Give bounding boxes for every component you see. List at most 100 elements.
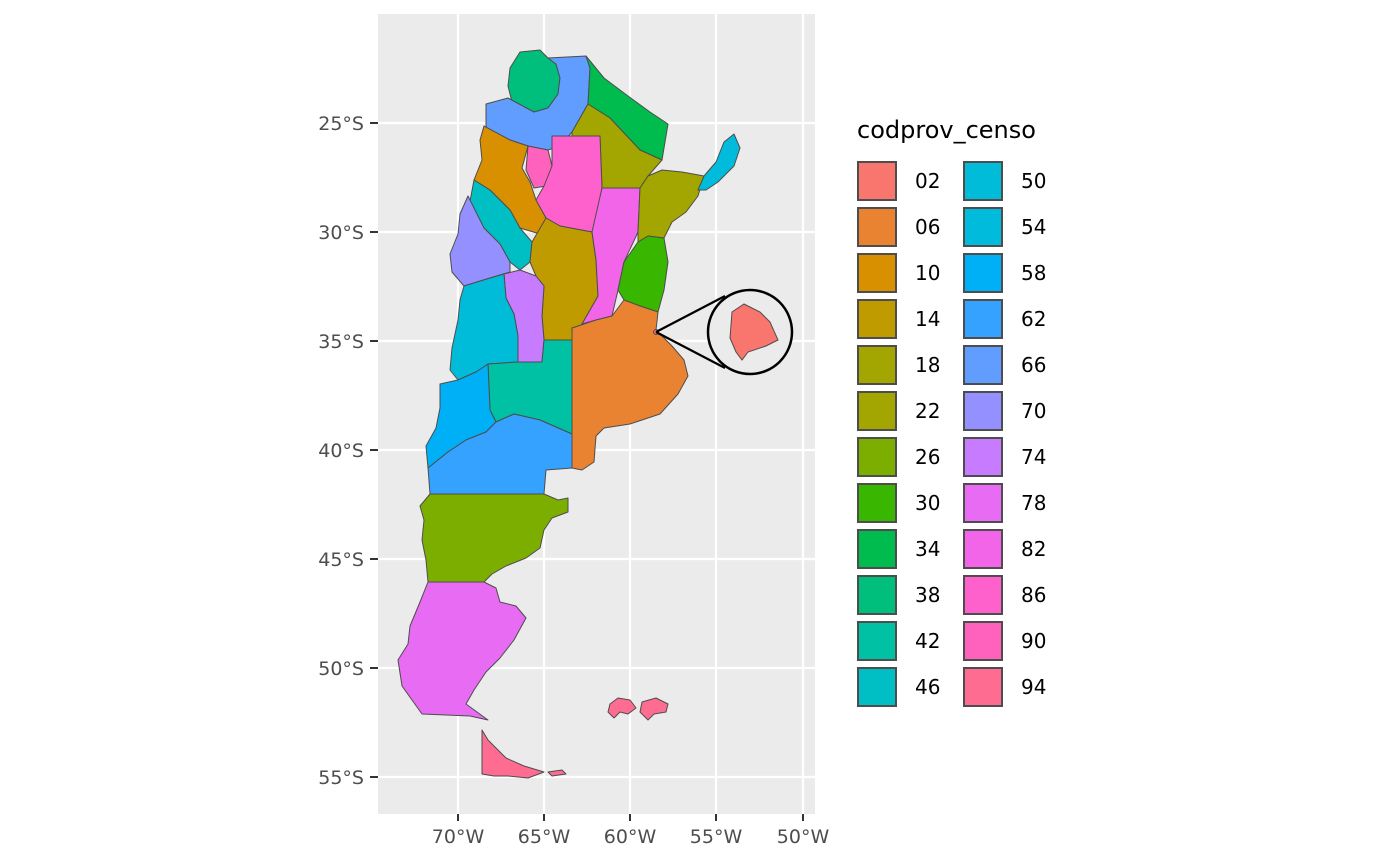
legend-item: 46: [857, 664, 949, 710]
province-06: [571, 299, 689, 471]
legend-label: 02: [915, 169, 941, 193]
province-94-islet: [547, 769, 567, 777]
legend-label: 14: [915, 307, 941, 331]
legend-label: 22: [915, 399, 941, 423]
legend-swatch: [857, 483, 897, 523]
province-78: [397, 581, 527, 721]
legend-swatch: [857, 575, 897, 615]
legend-item: 90: [963, 618, 1055, 664]
province-94: [481, 729, 545, 779]
axis-ticks: [370, 122, 804, 821]
legend-swatch: [963, 391, 1003, 431]
legend-item: 14: [857, 296, 949, 342]
y-tick-label: 45°S: [318, 549, 364, 571]
legend: codprov_censo 02 06 10 14 18 22 26 30 34…: [857, 116, 1055, 710]
legend-label: 38: [915, 583, 941, 607]
legend-swatch: [963, 161, 1003, 201]
legend-swatch: [857, 529, 897, 569]
legend-item: 94: [963, 664, 1055, 710]
province-94-malvinas-east: [639, 697, 669, 721]
legend-item: 58: [963, 250, 1055, 296]
legend-swatch: [963, 253, 1003, 293]
legend-item: 82: [963, 526, 1055, 572]
province-26: [419, 493, 569, 583]
y-tick-label: 30°S: [318, 222, 364, 244]
legend-column-1: 02 06 10 14 18 22 26 30 34 38 42 46: [857, 158, 949, 710]
legend-item: 06: [857, 204, 949, 250]
legend-swatch: [963, 621, 1003, 661]
legend-swatch: [857, 345, 897, 385]
province-18: [637, 169, 705, 243]
legend-item: 30: [857, 480, 949, 526]
province-02-zoomed: [729, 303, 779, 361]
legend-item: 02: [857, 158, 949, 204]
legend-swatch: [857, 621, 897, 661]
legend-column-2: 50 54 58 62 66 70 74 78 82 86 90 94: [963, 158, 1055, 710]
legend-label: 54: [1021, 215, 1047, 239]
legend-label: 78: [1021, 491, 1047, 515]
legend-title: codprov_censo: [857, 116, 1036, 144]
legend-item: 22: [857, 388, 949, 434]
legend-swatch: [963, 667, 1003, 707]
legend-label: 18: [915, 353, 941, 377]
y-tick-label: 50°S: [318, 658, 364, 680]
legend-label: 42: [915, 629, 941, 653]
legend-label: 70: [1021, 399, 1047, 423]
legend-item: 62: [963, 296, 1055, 342]
legend-item: 70: [963, 388, 1055, 434]
legend-swatch: [857, 667, 897, 707]
legend-item: 66: [963, 342, 1055, 388]
legend-swatch: [963, 575, 1003, 615]
legend-item: 74: [963, 434, 1055, 480]
legend-item: 26: [857, 434, 949, 480]
y-tick-label: 55°S: [318, 767, 364, 789]
legend-item: 18: [857, 342, 949, 388]
x-tick-label: 50°W: [777, 826, 830, 848]
legend-swatch: [963, 345, 1003, 385]
y-tick-label: 35°S: [318, 331, 364, 353]
legend-item: 10: [857, 250, 949, 296]
legend-label: 82: [1021, 537, 1047, 561]
y-axis-labels: 25°S 30°S 35°S 40°S 45°S 50°S 55°S: [318, 113, 364, 789]
x-tick-label: 60°W: [604, 826, 657, 848]
legend-label: 90: [1021, 629, 1047, 653]
legend-swatch: [963, 207, 1003, 247]
y-tick-label: 40°S: [318, 440, 364, 462]
legend-swatch: [963, 483, 1003, 523]
legend-label: 74: [1021, 445, 1047, 469]
legend-item: 38: [857, 572, 949, 618]
legend-swatch: [857, 253, 897, 293]
legend-label: 26: [915, 445, 941, 469]
zoom-callout: [655, 288, 794, 376]
legend-swatch: [857, 299, 897, 339]
legend-swatch: [857, 437, 897, 477]
province-54: [697, 133, 741, 191]
legend-label: 50: [1021, 169, 1047, 193]
x-tick-label: 65°W: [518, 826, 571, 848]
legend-item: 86: [963, 572, 1055, 618]
legend-label: 86: [1021, 583, 1047, 607]
legend-label: 62: [1021, 307, 1047, 331]
legend-label: 10: [915, 261, 941, 285]
legend-item: 42: [857, 618, 949, 664]
legend-label: 30: [915, 491, 941, 515]
legend-swatch: [963, 529, 1003, 569]
y-tick-label: 25°S: [318, 113, 364, 135]
legend-label: 46: [915, 675, 941, 699]
legend-item: 34: [857, 526, 949, 572]
legend-swatch: [963, 299, 1003, 339]
legend-label: 58: [1021, 261, 1047, 285]
legend-item: 50: [963, 158, 1055, 204]
legend-label: 34: [915, 537, 941, 561]
x-axis-labels: 70°W 65°W 60°W 55°W 50°W: [432, 826, 830, 848]
legend-label: 94: [1021, 675, 1047, 699]
legend-swatch: [857, 391, 897, 431]
legend-item: 54: [963, 204, 1055, 250]
legend-swatch: [857, 161, 897, 201]
province-94-malvinas-west: [607, 697, 637, 719]
provinces: [397, 49, 741, 779]
legend-label: 06: [915, 215, 941, 239]
x-tick-label: 70°W: [432, 826, 485, 848]
legend-swatch: [857, 207, 897, 247]
